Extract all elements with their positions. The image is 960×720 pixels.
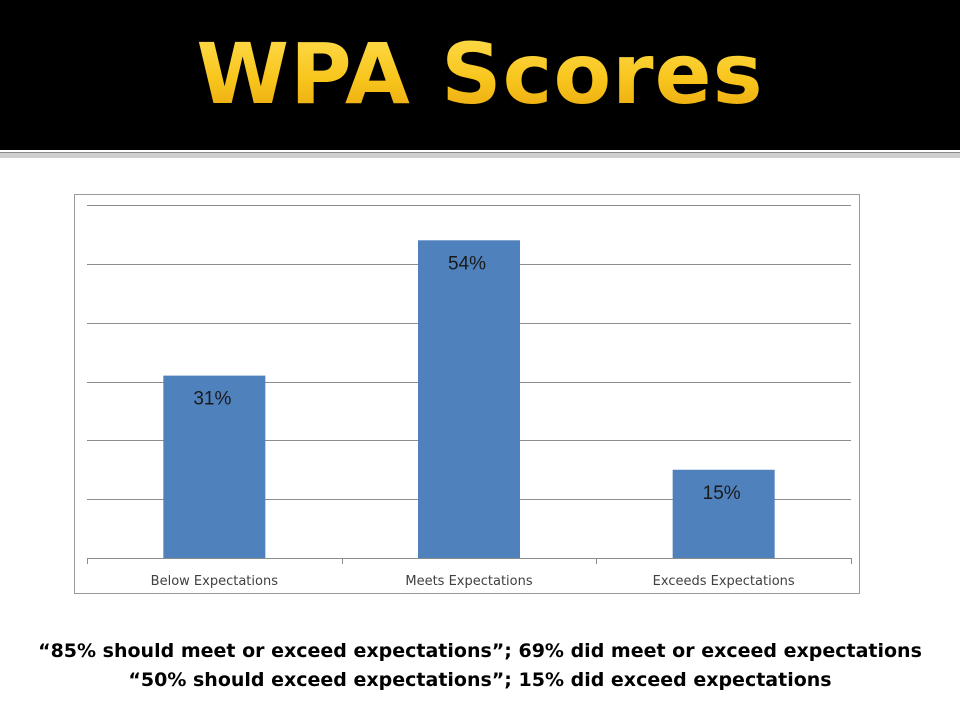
bar-chart: 31% Below Expectations 54% Meets Expectatio… xyxy=(74,194,860,594)
data-label: 54% xyxy=(448,253,486,274)
bar-below-expectations xyxy=(163,375,266,558)
x-tick-label: Meets Expectations xyxy=(405,574,532,589)
x-tick-label: Below Expectations xyxy=(151,574,279,589)
data-label: 31% xyxy=(193,389,231,410)
slide-title: WPA Scores xyxy=(0,18,960,130)
data-label: 15% xyxy=(703,483,741,504)
chart-plot: 31% Below Expectations 54% Meets Expectatio… xyxy=(87,205,852,589)
title-divider xyxy=(0,152,960,158)
bar-exceeds-expectations xyxy=(672,469,775,558)
caption-line-1: “85% should meet or exceed expectations”… xyxy=(38,640,922,662)
x-tick-label: Exceeds Expectations xyxy=(653,574,795,589)
caption-line-2: “50% should exceed expectations”; 15% di… xyxy=(128,669,832,691)
title-bar xyxy=(0,0,960,150)
bar-meets-expectations xyxy=(418,240,520,559)
